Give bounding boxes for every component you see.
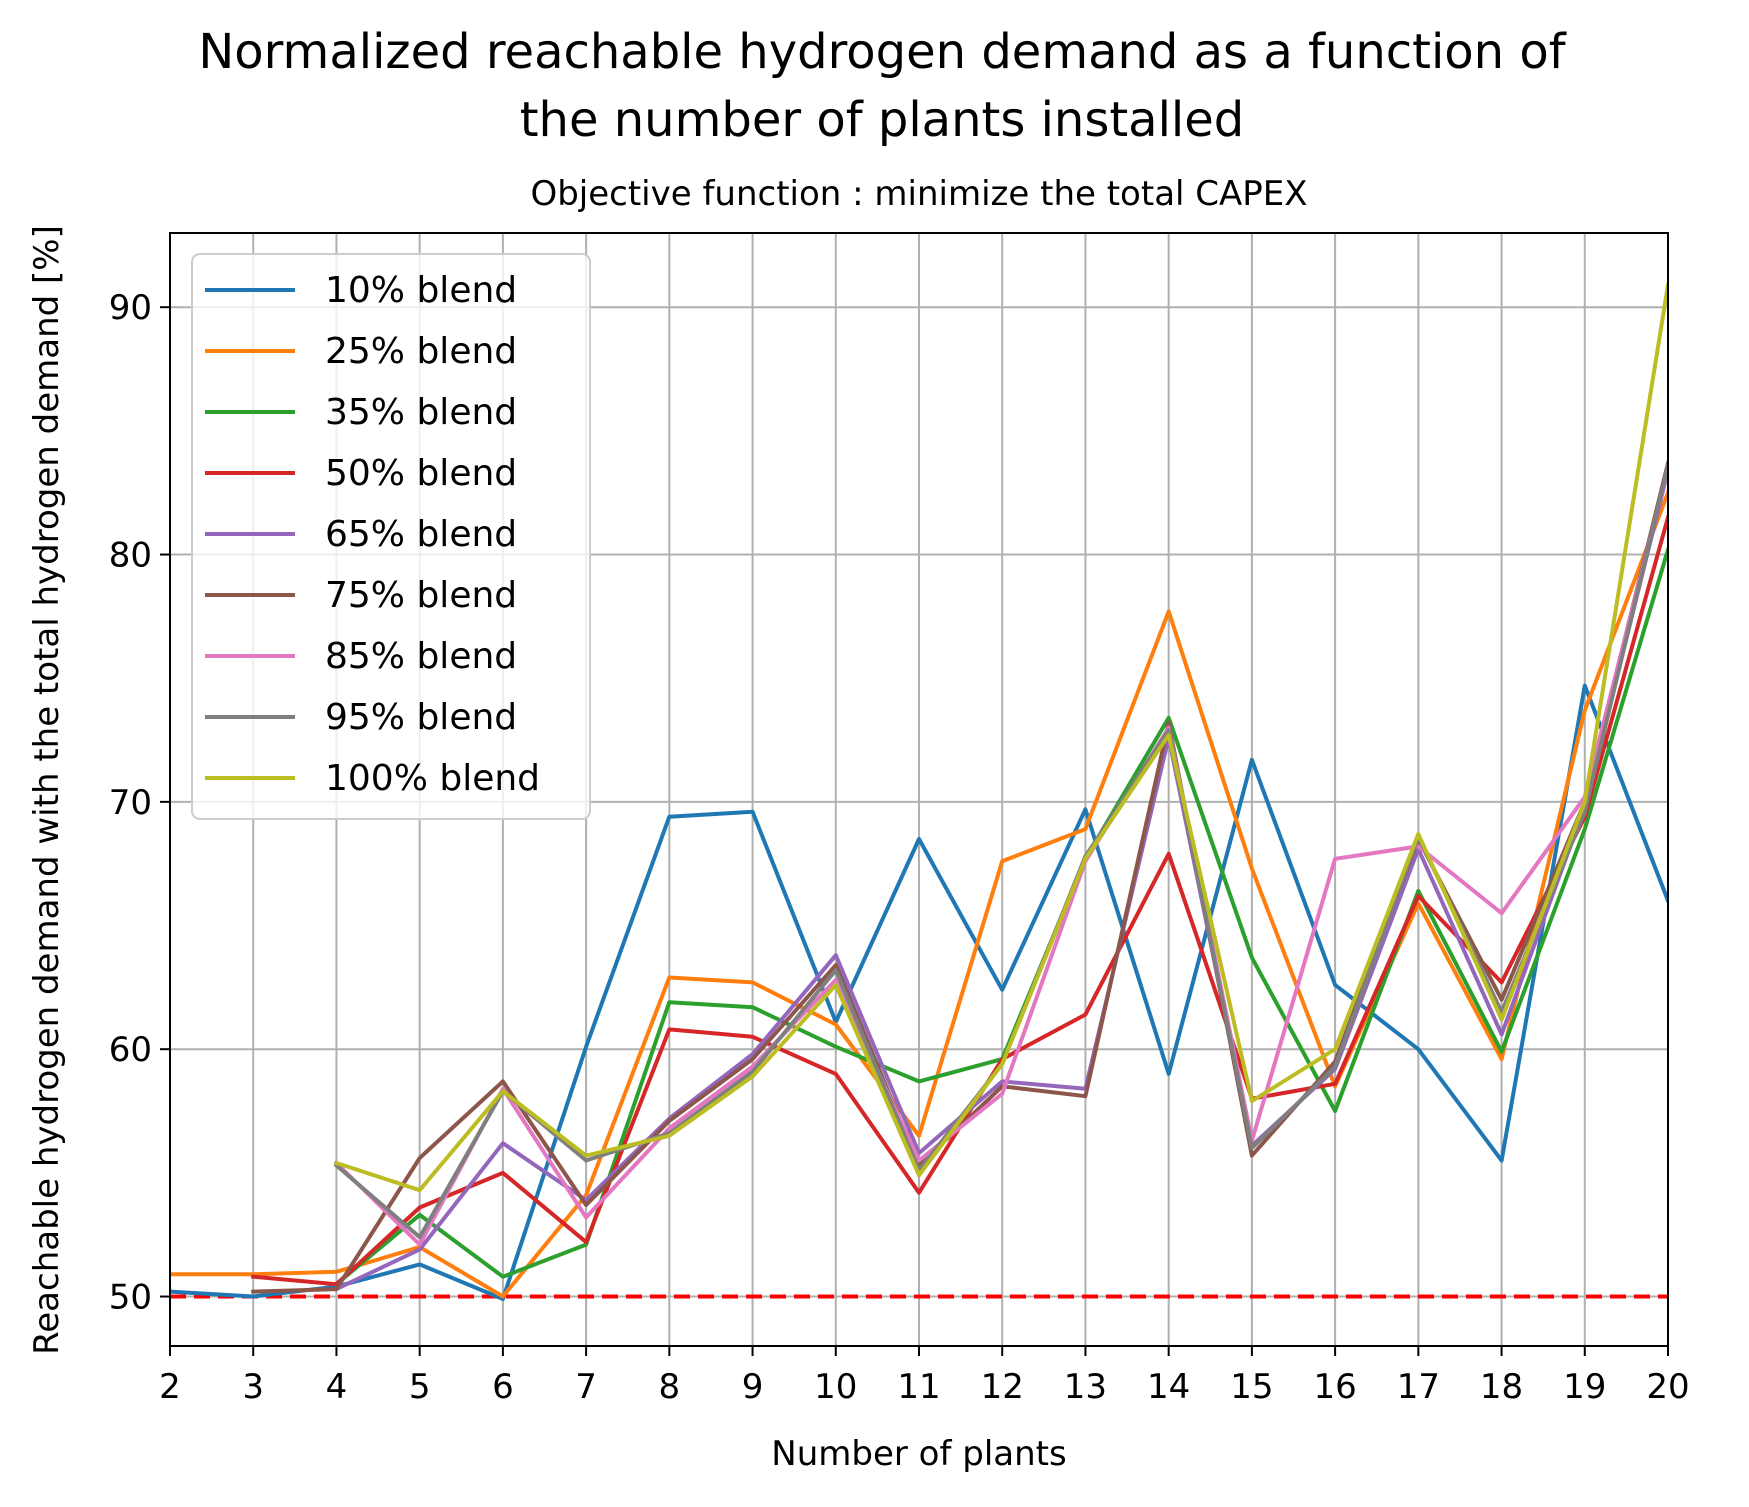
series-line-0	[170, 683, 1668, 1301]
series-line-6	[333, 465, 1668, 1247]
x-axis-label: Number of plants	[771, 1434, 1066, 1474]
chart-title-line-2: the number of plants installed	[520, 92, 1245, 148]
series-layer	[170, 282, 1668, 1301]
x-tick-label: 18	[1480, 1367, 1523, 1407]
y-tick-label: 70	[109, 783, 152, 823]
legend-label-0: 10% blend	[325, 270, 517, 311]
legend-label-4: 65% blend	[325, 514, 517, 555]
series-line-4	[333, 467, 1668, 1292]
x-tick-label: 4	[326, 1367, 348, 1407]
x-tick-label: 19	[1563, 1367, 1606, 1407]
x-tick-label: 13	[1064, 1367, 1107, 1407]
legend-frame	[191, 253, 591, 820]
legend-label-2: 35% blend	[325, 392, 517, 433]
x-tick-label: 20	[1646, 1367, 1689, 1407]
y-tick-label: 50	[109, 1278, 152, 1318]
x-tick-label: 2	[159, 1367, 181, 1407]
x-tick-label: 14	[1147, 1367, 1190, 1407]
ticks: 2 3 4 5 6 7 8 9 10 11 12 13 14 15 16 17 18 19 20 50 60 70 80 90	[109, 288, 1690, 1407]
legend-label-1: 25% blend	[325, 331, 517, 372]
x-tick-label: 5	[409, 1367, 431, 1407]
x-tick-label: 11	[897, 1367, 940, 1407]
x-tick-label: 17	[1397, 1367, 1440, 1407]
y-tick-label: 90	[109, 288, 152, 328]
x-tick-label: 12	[981, 1367, 1024, 1407]
y-tick-label: 60	[109, 1030, 152, 1070]
x-tick-label: 7	[575, 1367, 597, 1407]
y-axis-label: Reachable hydrogen demand with the total…	[27, 225, 67, 1355]
x-tick-label: 10	[814, 1367, 857, 1407]
x-tick-label: 9	[742, 1367, 764, 1407]
x-tick-label: 15	[1230, 1367, 1273, 1407]
legend-label-6: 85% blend	[325, 636, 517, 677]
x-tick-label: 6	[492, 1367, 514, 1407]
legend-label-8: 100% blend	[325, 758, 540, 799]
x-tick-label: 3	[242, 1367, 264, 1407]
x-tick-label: 8	[659, 1367, 681, 1407]
plot-area-frame	[169, 232, 1669, 1347]
y-tick-label: 80	[109, 536, 152, 576]
x-tick-label: 16	[1313, 1367, 1356, 1407]
legend-label-5: 75% blend	[325, 575, 517, 616]
legend-label-7: 95% blend	[325, 697, 517, 738]
chart-subtitle: Objective function : minimize the total …	[530, 174, 1307, 214]
chart-title-line-1: Normalized reachable hydrogen demand as …	[198, 24, 1566, 80]
legend: 10% blend 25% blend 35% blend 50% blend 65% …	[191, 253, 591, 820]
series-line-8	[333, 282, 1668, 1193]
legend-label-3: 50% blend	[325, 453, 517, 494]
